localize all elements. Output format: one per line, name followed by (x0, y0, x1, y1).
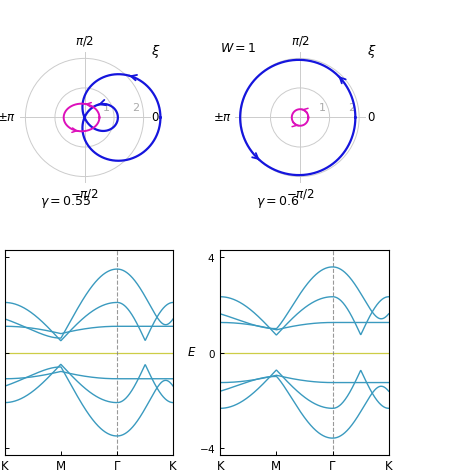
Text: $\pm\pi$: $\pm\pi$ (0, 111, 17, 124)
Text: $\xi$: $\xi$ (151, 43, 161, 60)
Text: $0$: $0$ (366, 111, 375, 124)
Text: $-\pi/2$: $-\pi/2$ (286, 187, 314, 201)
Text: $0$: $0$ (151, 111, 160, 124)
Text: $W = 1$: $W = 1$ (220, 42, 257, 55)
Text: 1: 1 (103, 103, 110, 113)
Text: $\pi/2$: $\pi/2$ (291, 34, 310, 48)
Y-axis label: E: E (188, 346, 195, 359)
Text: $\gamma = 0.6$: $\gamma = 0.6$ (256, 194, 300, 210)
Text: $-\pi/2$: $-\pi/2$ (70, 187, 99, 201)
Text: 2: 2 (348, 103, 355, 113)
Text: 1: 1 (319, 103, 325, 113)
Text: $\pi/2$: $\pi/2$ (75, 34, 94, 48)
Text: 2: 2 (132, 103, 139, 113)
Text: $\xi$: $\xi$ (366, 43, 376, 60)
Text: $\gamma = 0.55$: $\gamma = 0.55$ (40, 194, 91, 210)
Text: $\pm\pi$: $\pm\pi$ (213, 111, 232, 124)
